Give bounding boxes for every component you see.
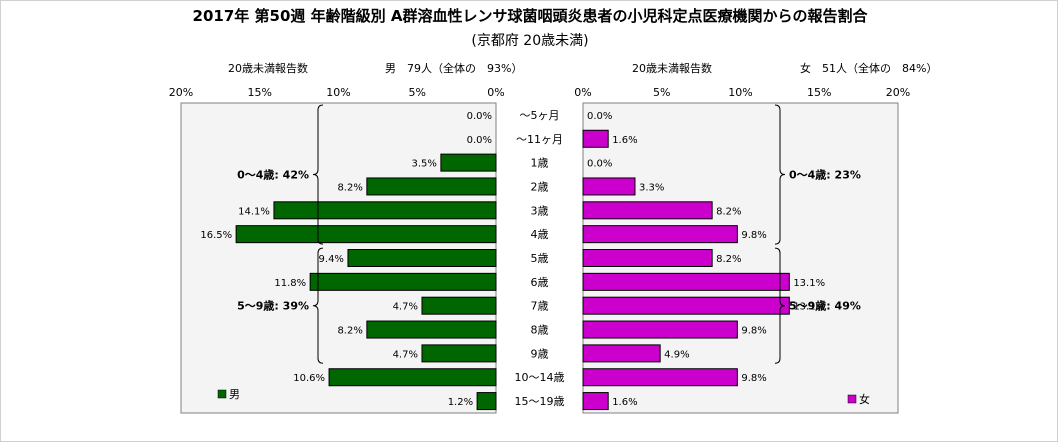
category-label: 5歳 <box>531 252 549 265</box>
male-axis-tick-label: 5% <box>409 86 426 99</box>
female-data-label: 1.6% <box>612 135 637 146</box>
category-label: 2歳 <box>531 180 549 193</box>
male-age-group-bracket <box>312 247 324 364</box>
chart-title: 2017年 第50週 年齢階級別 A群溶血性レンサ球菌咽頭炎患者の小児科定点医療… <box>193 7 869 25</box>
female-age-group-label: 5～9歳: 49% <box>789 299 861 313</box>
female-data-label: 8.2% <box>716 206 741 217</box>
male-data-label: 0.0% <box>467 111 492 122</box>
category-label: 8歳 <box>531 324 549 337</box>
male-bar <box>421 296 497 315</box>
female-bar <box>582 249 713 267</box>
male-data-label: 0.0% <box>467 135 492 146</box>
female-legend-label: 女 <box>859 392 870 406</box>
female-bar <box>582 129 609 148</box>
chart-subtitle: (京都府 20歳未満) <box>471 33 588 49</box>
female-axis-tick-label: 15% <box>807 86 831 99</box>
female-bar <box>582 392 609 411</box>
male-bar <box>366 320 497 339</box>
male-age-group-label: 5～9歳: 39% <box>237 299 309 313</box>
category-label: 15～19歳 <box>515 395 565 408</box>
male-data-label: 10.6% <box>293 373 325 384</box>
male-axis-tick-label: 15% <box>248 86 272 99</box>
female-age-group-bracket <box>774 247 786 364</box>
female-bar <box>582 177 636 196</box>
female-axis-tick-label: 0% <box>574 86 591 99</box>
female-data-label: 4.9% <box>664 349 689 360</box>
male-age-group-bracket <box>312 104 324 245</box>
male-data-label: 16.5% <box>200 230 232 241</box>
female-data-label: 13.1% <box>793 278 825 289</box>
male-legend-swatch <box>217 389 227 399</box>
female-bar <box>582 320 738 339</box>
male-header-label: 20歳未満報告数 <box>228 62 308 75</box>
male-legend-label: 男 <box>229 388 240 401</box>
male-summary: 男 79人（全体の 93%） <box>385 61 522 75</box>
male-age-group-label: 0～4歳: 42% <box>237 168 309 182</box>
category-label: ～5ヶ月 <box>520 109 560 122</box>
category-label: 4歳 <box>531 228 549 241</box>
male-bar <box>347 249 497 267</box>
female-data-label: 0.0% <box>587 111 612 122</box>
female-data-label: 1.6% <box>612 397 637 408</box>
male-data-label: 4.7% <box>393 349 418 360</box>
female-axis-tick-label: 10% <box>728 86 752 99</box>
male-data-label: 4.7% <box>393 302 418 313</box>
male-data-label: 11.8% <box>274 278 306 289</box>
female-data-label: 9.8% <box>741 373 766 384</box>
female-bar <box>582 225 738 244</box>
category-label: 7歳 <box>531 300 549 313</box>
female-header-label: 20歳未満報告数 <box>632 62 712 75</box>
male-data-label: 14.1% <box>238 206 270 217</box>
male-bar <box>309 272 497 291</box>
female-summary: 女 51人（全体の 84%） <box>800 61 937 75</box>
male-bar <box>273 201 497 220</box>
male-bar <box>366 177 497 196</box>
male-bar <box>235 225 497 244</box>
category-label: 3歳 <box>531 204 549 217</box>
male-axis-tick-label: 0% <box>487 86 504 99</box>
female-age-group-bracket <box>774 104 786 245</box>
female-data-label: 9.8% <box>741 326 766 337</box>
male-axis-tick-label: 10% <box>326 86 350 99</box>
female-data-label: 13.1% <box>793 302 825 313</box>
female-age-group-label: 0～4歳: 23% <box>789 168 861 182</box>
female-data-label: 0.0% <box>587 159 612 170</box>
male-bar <box>421 344 497 363</box>
female-data-label: 3.3% <box>639 182 664 193</box>
male-bar <box>440 153 497 172</box>
female-bar <box>582 201 713 220</box>
female-bar <box>582 296 790 315</box>
male-data-label: 1.2% <box>448 397 473 408</box>
category-label: 6歳 <box>531 276 549 289</box>
male-bar <box>328 368 497 387</box>
female-axis-tick-label: 5% <box>653 86 670 99</box>
male-axis-tick-label: 20% <box>169 86 193 99</box>
female-axis-tick-label: 20% <box>886 86 910 99</box>
category-label: ～11ヶ月 <box>516 133 563 146</box>
female-bar <box>582 272 790 291</box>
male-bar <box>476 392 497 411</box>
female-data-label: 9.8% <box>741 230 766 241</box>
male-data-label: 9.4% <box>319 254 344 265</box>
female-legend-swatch <box>847 394 857 404</box>
female-bar <box>582 368 738 387</box>
female-bar <box>582 344 661 363</box>
male-data-label: 8.2% <box>337 182 362 193</box>
male-data-label: 8.2% <box>337 326 362 337</box>
category-label: 1歳 <box>531 157 549 170</box>
category-label: 9歳 <box>531 347 549 360</box>
male-data-label: 3.5% <box>411 159 436 170</box>
category-label: 10～14歳 <box>515 371 565 384</box>
female-data-label: 8.2% <box>716 254 741 265</box>
